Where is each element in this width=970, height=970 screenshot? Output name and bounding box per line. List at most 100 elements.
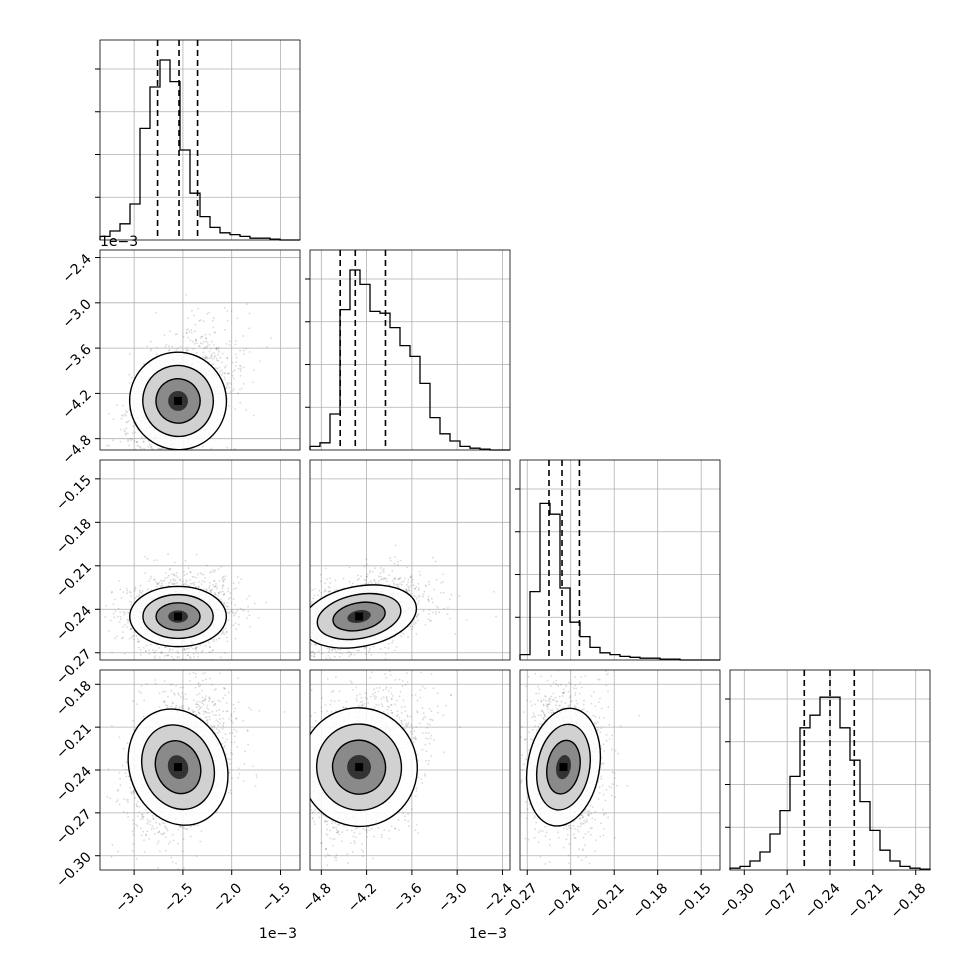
scatter-point <box>368 649 371 652</box>
scatter-point <box>153 651 155 654</box>
scatter-point <box>221 576 224 579</box>
scatter-point <box>178 578 181 581</box>
scatter-point <box>447 607 449 609</box>
scatter-point <box>226 602 229 604</box>
scatter-point <box>241 387 243 390</box>
scatter-point <box>167 481 169 483</box>
scatter-point <box>208 651 211 653</box>
scatter-point <box>168 349 170 352</box>
scatter-point <box>230 602 233 604</box>
scatter-point <box>215 582 218 585</box>
scatter-point <box>301 621 303 623</box>
scatter-point <box>167 465 169 467</box>
scatter-point <box>241 608 244 611</box>
scatter-point <box>293 628 295 630</box>
scatter-point <box>149 470 151 472</box>
scatter-point <box>125 421 128 424</box>
scatter-point <box>245 409 248 411</box>
scatter-point <box>186 332 188 335</box>
scatter-point <box>308 647 310 649</box>
scatter-point <box>245 347 248 350</box>
scatter-point <box>182 335 185 338</box>
scatter-point <box>200 583 203 586</box>
scatter-point <box>388 574 390 577</box>
scatter-point <box>195 650 198 652</box>
scatter-point <box>303 629 305 631</box>
scatter-point <box>234 604 236 606</box>
scatter-point <box>224 627 227 630</box>
scatter-point <box>209 645 212 648</box>
scatter-point <box>187 651 190 654</box>
scatter-point <box>231 361 234 364</box>
scatter-point <box>128 468 130 470</box>
scatter-point <box>320 591 322 594</box>
scatter-point <box>227 590 230 593</box>
scatter-point <box>215 347 217 350</box>
scatter-point <box>417 589 420 591</box>
scatter-point <box>495 615 497 618</box>
scatter-point <box>442 591 445 594</box>
scatter-point <box>292 611 294 613</box>
scatter-point <box>223 592 226 595</box>
scatter-point <box>191 647 194 650</box>
panel-content <box>104 553 267 678</box>
scatter-point <box>214 593 216 596</box>
scatter-point <box>217 568 220 570</box>
scatter-point <box>188 331 191 333</box>
scatter-point <box>348 580 351 583</box>
scatter-panel-1-0 <box>99 249 301 483</box>
scatter-point <box>206 589 208 592</box>
scatter-point <box>131 438 134 441</box>
scatter-point <box>211 340 213 343</box>
scatter-point <box>176 576 179 579</box>
scatter-point <box>203 340 205 343</box>
scatter-point <box>170 655 173 658</box>
scatter-point <box>156 583 159 586</box>
scatter-point <box>189 571 192 573</box>
scatter-point <box>184 648 186 651</box>
scatter-point <box>126 432 129 435</box>
hist-step <box>729 696 931 870</box>
scatter-point <box>112 418 115 421</box>
scatter-point <box>233 369 236 371</box>
scatter-point <box>393 649 396 652</box>
scatter-point <box>410 576 412 579</box>
scatter-point <box>176 333 178 335</box>
scatter-point <box>120 618 122 621</box>
scatter-point <box>222 630 225 632</box>
scatter-point <box>122 611 125 613</box>
scatter-point <box>185 346 188 349</box>
scatter-point <box>394 544 397 547</box>
scatter-point <box>323 590 326 593</box>
scatter-point <box>133 457 135 459</box>
scatter-point <box>207 641 210 644</box>
scatter-point <box>296 633 298 635</box>
scatter-point <box>157 447 159 450</box>
scatter-point <box>431 597 433 600</box>
scatter-point <box>289 632 291 634</box>
scatter-point <box>163 579 166 582</box>
scatter-point <box>435 613 437 615</box>
scatter-point <box>225 386 228 388</box>
scatter-point <box>214 593 217 596</box>
scatter-point <box>213 352 216 354</box>
scatter-point <box>189 578 191 581</box>
scatter-point <box>194 648 197 651</box>
scatter-point <box>153 559 155 562</box>
scatter-point <box>183 574 186 576</box>
scatter-point <box>137 456 139 458</box>
scatter-point <box>141 436 143 439</box>
scatter-point <box>210 355 213 358</box>
scatter-point <box>143 452 145 454</box>
scatter-point <box>348 650 350 653</box>
scatter-point <box>168 348 171 351</box>
scatter-point <box>226 611 229 613</box>
scatter-point <box>128 444 131 447</box>
scatter-point <box>363 578 366 581</box>
scatter-point <box>308 615 310 617</box>
scatter-point <box>150 348 153 351</box>
scatter-point <box>173 574 175 577</box>
scatter-point <box>224 328 226 331</box>
scatter-point <box>217 346 220 349</box>
scatter-point <box>216 676 218 678</box>
